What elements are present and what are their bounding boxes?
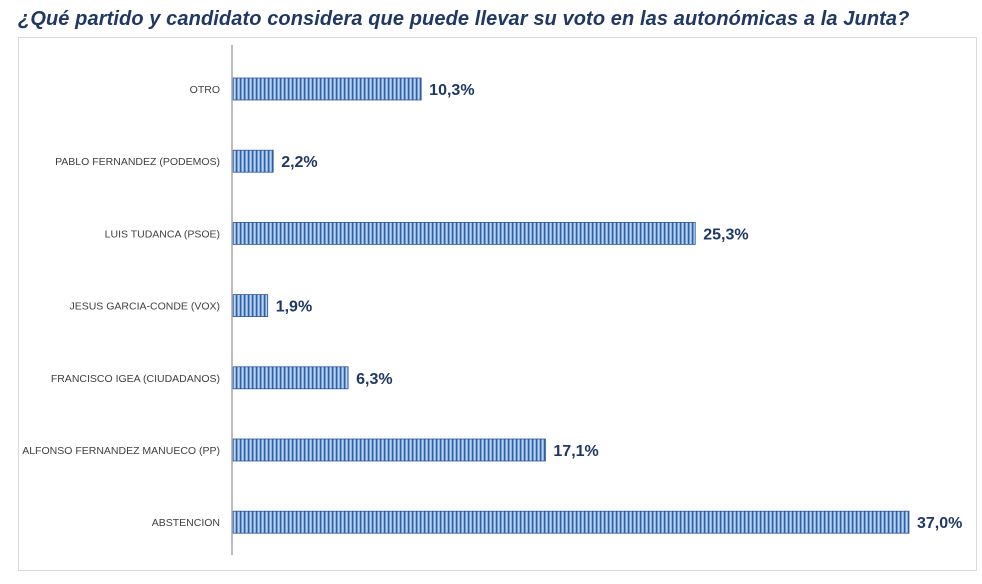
category-label: JESUS GARCIA-CONDE (VOX): [69, 301, 220, 313]
chart-frame: [18, 37, 977, 571]
value-label: 37,0%: [917, 515, 962, 532]
value-label: 17,1%: [553, 443, 598, 460]
value-label: 1,9%: [276, 299, 312, 316]
category-label: ALFONSO FERNANDEZ MANUECO (PP): [22, 445, 220, 457]
category-label: LUIS TUDANCA (PSOE): [105, 228, 220, 240]
value-label: 2,2%: [281, 154, 317, 171]
category-label: FRANCISCO IGEA (CIUDADANOS): [51, 373, 220, 385]
chart-title: ¿Qué partido y candidato considera que p…: [18, 8, 910, 30]
value-label: 10,3%: [429, 82, 474, 99]
category-label: ABSTENCION: [152, 517, 220, 529]
bar: [232, 294, 269, 318]
category-label: PABLO FERNANDEZ (PODEMOS): [55, 156, 220, 168]
category-label: OTRO: [190, 84, 220, 96]
bar: [232, 221, 696, 245]
value-label: 6,3%: [356, 371, 392, 388]
bar: [232, 77, 422, 101]
bar: [232, 149, 274, 173]
bar: [232, 510, 910, 534]
bar: [232, 366, 349, 390]
bar: [232, 438, 546, 462]
value-label: 25,3%: [703, 226, 748, 243]
